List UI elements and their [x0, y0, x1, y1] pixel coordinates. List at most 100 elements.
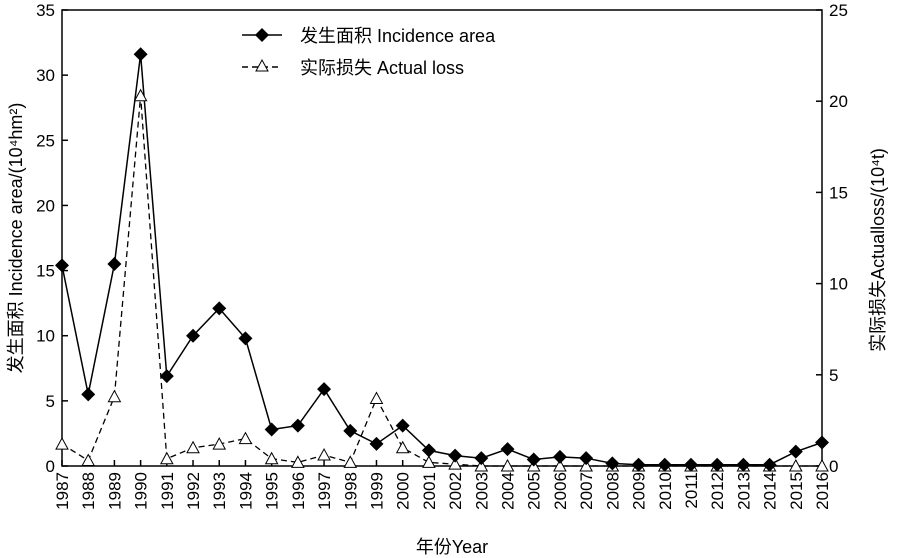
right-y-tick-label: 0 [829, 457, 838, 476]
x-tick-label: 2001 [420, 472, 439, 510]
data-point-incidence-area [526, 452, 541, 467]
data-point-actual-loss [107, 389, 122, 403]
x-tick-label: 1992 [184, 472, 203, 510]
data-point-actual-loss [81, 453, 96, 467]
data-point-incidence-area [474, 451, 489, 466]
x-tick-label: 2004 [499, 472, 518, 510]
x-axis-title: 年份Year [416, 537, 488, 557]
x-tick-label: 1988 [79, 472, 98, 510]
data-point-actual-loss [264, 451, 279, 465]
data-point-incidence-area [657, 457, 672, 472]
legend: 发生面积 Incidence area 实际损失 Actual loss [242, 26, 496, 78]
x-tick-label: 2008 [603, 472, 622, 510]
data-point-incidence-area [736, 457, 751, 472]
data-point-incidence-area [212, 301, 227, 316]
data-point-incidence-area [605, 456, 620, 471]
data-point-incidence-area [500, 442, 515, 457]
data-point-incidence-area [264, 422, 279, 437]
legend-marker-actual-loss [255, 58, 269, 72]
left-y-axis-title: 发生面积 Incidence area/(10⁴hm²) [6, 103, 26, 374]
x-tick-label: 1991 [158, 472, 177, 510]
x-tick-label: 1989 [105, 472, 124, 510]
data-point-incidence-area [421, 443, 436, 458]
data-point-incidence-area [81, 387, 96, 402]
data-point-incidence-area [448, 448, 463, 463]
data-point-actual-loss [500, 458, 515, 472]
data-point-actual-loss [553, 458, 567, 472]
right-y-axis-title: 实际损失Actualloss/(10⁴t) [868, 148, 888, 352]
x-tick-label: 2002 [446, 472, 465, 510]
axes: 0 5 10 15 20 25 30 35 0 5 10 15 20 25 1987 1988 1989 1990… [36, 1, 848, 510]
x-tick-label: 2013 [734, 472, 753, 510]
right-y-tick-label: 25 [829, 1, 848, 20]
data-point-incidence-area [55, 258, 69, 273]
x-tick-label: 2003 [472, 472, 491, 510]
x-tick-label: 2010 [656, 472, 675, 510]
left-y-tick-label: 5 [46, 392, 55, 411]
data-point-incidence-area [317, 382, 332, 397]
data-point-incidence-area [631, 457, 646, 472]
series-line-incidence-area [61, 54, 823, 466]
right-y-tick-label: 10 [829, 275, 848, 294]
x-tick-label: 2015 [787, 472, 806, 510]
data-point-incidence-area [369, 436, 384, 451]
left-y-tick-label: 25 [36, 131, 55, 150]
data-point-incidence-area [788, 444, 803, 459]
x-tick-label: 2006 [551, 472, 570, 510]
series-line-actual-loss [61, 95, 822, 467]
data-point-incidence-area [710, 457, 725, 472]
data-point-actual-loss [317, 448, 331, 461]
left-y-tick-label: 35 [36, 1, 55, 20]
x-tick-label: 1997 [315, 472, 334, 510]
data-point-actual-loss [55, 437, 69, 450]
data-point-actual-loss [395, 440, 410, 454]
left-y-tick-label: 0 [46, 457, 55, 476]
data-point-incidence-area [186, 328, 201, 343]
x-tick-label: 1993 [210, 472, 229, 510]
x-tick-label: 2007 [577, 472, 596, 510]
right-y-tick-label: 15 [829, 183, 848, 202]
left-y-tick-label: 20 [36, 196, 55, 215]
data-point-actual-loss [579, 458, 593, 472]
data-point-incidence-area [552, 449, 567, 464]
data-point-actual-loss [422, 455, 436, 468]
legend-marker-incidence-area [255, 28, 269, 42]
data-point-incidence-area [579, 451, 594, 466]
x-tick-label: 2014 [761, 472, 780, 510]
left-y-tick-label: 15 [36, 262, 55, 281]
legend-label-incidence-area: 发生面积 Incidence area [300, 26, 496, 46]
data-point-actual-loss [133, 88, 148, 102]
data-point-incidence-area [238, 331, 253, 346]
x-tick-label: 1999 [367, 472, 386, 510]
data-point-actual-loss [343, 455, 358, 468]
x-tick-label: 1995 [263, 472, 282, 510]
data-point-actual-loss [815, 458, 829, 472]
data-point-incidence-area [343, 423, 358, 438]
data-point-actual-loss [291, 455, 305, 468]
data-point-incidence-area [683, 457, 698, 472]
left-y-tick-label: 30 [36, 66, 55, 85]
data-point-actual-loss [474, 458, 489, 472]
data-point-incidence-area [290, 418, 305, 433]
plot-frame [61, 9, 823, 467]
data-point-incidence-area [395, 418, 410, 433]
x-tick-label: 2012 [708, 472, 727, 510]
right-y-tick-label: 20 [829, 92, 848, 111]
data-point-incidence-area [762, 457, 777, 472]
x-tick-label: 2016 [813, 472, 832, 510]
data-point-actual-loss [186, 440, 200, 454]
x-tick-label: 2009 [630, 472, 649, 510]
x-tick-label: 1987 [53, 472, 72, 510]
data-point-incidence-area [815, 435, 829, 450]
data-point-actual-loss [448, 457, 462, 470]
data-point-incidence-area [107, 257, 122, 272]
data-point-actual-loss [788, 458, 803, 472]
data-point-incidence-area [133, 47, 148, 62]
data-point-actual-loss [369, 391, 384, 405]
data-point-actual-loss [212, 437, 227, 450]
legend-label-actual-loss: 实际损失 Actual loss [300, 58, 464, 78]
x-tick-label: 2000 [394, 472, 413, 510]
data-point-incidence-area [159, 369, 174, 384]
data-point-actual-loss [159, 451, 174, 465]
x-tick-label: 2005 [525, 472, 544, 510]
